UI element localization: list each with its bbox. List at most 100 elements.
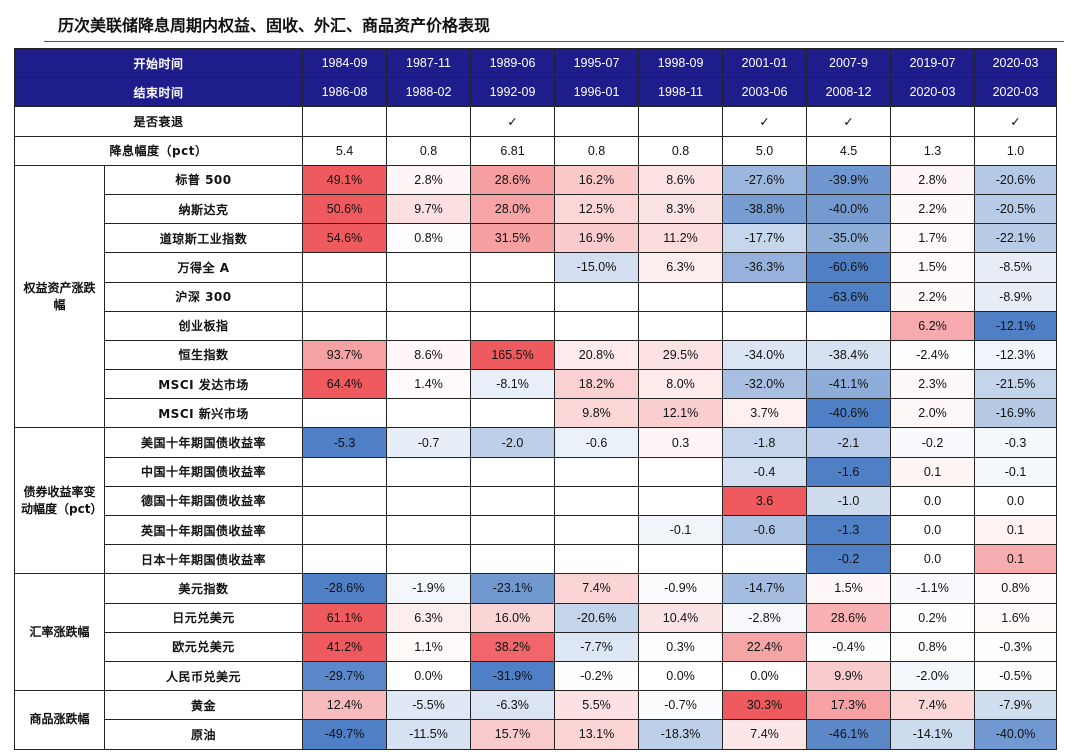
- value-cell: 9.9%: [806, 660, 892, 692]
- value-cell: -29.7%: [302, 660, 388, 692]
- value-cell: -0.9%: [638, 573, 724, 604]
- header-cell: 5.0: [722, 135, 808, 166]
- value-cell: -38.4%: [806, 339, 892, 371]
- asset-name: 日本十年期国债收益率: [103, 544, 304, 575]
- table-row: 中国十年期国债收益率 -0.4 -1.6 0.1 -0.1: [15, 456, 1058, 487]
- table-row: 英国十年期国债收益率 -0.1 -0.6 -1.3 0.0 0.1: [15, 514, 1058, 546]
- value-cell: -0.2: [806, 544, 892, 575]
- value-cell: 1.7%: [890, 223, 976, 254]
- header-cell: 1.3: [890, 135, 976, 166]
- header-cell: 4.5: [806, 135, 892, 166]
- value-cell: 5.5%: [554, 690, 640, 721]
- recession-check: [302, 106, 388, 137]
- value-cell: -18.3%: [638, 719, 724, 750]
- table-row: 创业板指 6.2% -12.1%: [15, 310, 1058, 341]
- value-cell: 0.3%: [638, 631, 724, 662]
- value-cell: -2.0: [470, 427, 556, 458]
- header-cell: 2003-06: [722, 77, 808, 108]
- value-cell: -36.3%: [722, 252, 808, 283]
- value-cell: -60.6%: [806, 252, 892, 283]
- asset-name: 恒生指数: [103, 339, 304, 371]
- value-cell: 0.8%: [386, 223, 472, 254]
- asset-name: 德国十年期国债收益率: [103, 485, 304, 517]
- value-cell: -11.5%: [386, 719, 472, 750]
- header-cell: 2008-12: [806, 77, 892, 108]
- value-cell: -2.0%: [890, 660, 976, 692]
- row-label: 结束时间: [13, 77, 304, 108]
- value-cell: [722, 281, 808, 312]
- value-cell: -40.0%: [806, 193, 892, 225]
- value-cell: 93.7%: [302, 339, 388, 371]
- value-cell: -0.1: [974, 456, 1058, 487]
- value-cell: 13.1%: [554, 719, 640, 750]
- value-cell: -1.0: [806, 485, 892, 517]
- value-cell: [470, 485, 556, 517]
- value-cell: -46.1%: [806, 719, 892, 750]
- rate-cut-row: 降息幅度（pct） 5.4 0.8 6.81 0.8 0.8 5.0 4.5 1.3 1.0: [13, 135, 1058, 166]
- value-cell: 16.9%: [554, 223, 640, 254]
- value-cell: -1.9%: [386, 573, 472, 604]
- asset-name: 道琼斯工业指数: [103, 223, 304, 254]
- row-label: 是否衰退: [13, 106, 304, 137]
- table-row: MSCI 新兴市场 9.8% 12.1% 3.7% -40.6% 2.0% -16.9%: [15, 398, 1058, 429]
- value-cell: [302, 281, 388, 312]
- value-cell: 2.2%: [890, 281, 976, 312]
- value-cell: [470, 514, 556, 546]
- value-cell: [386, 252, 472, 283]
- table-title: 历次美联储降息周期内权益、固收、外汇、商品资产价格表现: [44, 10, 1064, 42]
- group-label: 汇率涨跌幅: [14, 573, 105, 692]
- value-cell: -21.5%: [974, 369, 1058, 400]
- value-cell: [470, 310, 556, 341]
- header-cell: 2019-07: [890, 47, 976, 79]
- value-cell: [386, 544, 472, 575]
- value-cell: 28.6%: [806, 602, 892, 633]
- value-cell: [806, 310, 892, 341]
- value-cell: 3.6: [722, 485, 808, 517]
- value-cell: -0.4%: [806, 631, 892, 662]
- value-cell: -49.7%: [302, 719, 388, 750]
- table-row: 恒生指数 93.7% 8.6% 165.5% 20.8% 29.5% -34.0% -38.4…: [15, 339, 1058, 371]
- table-row: 万得全 A -15.0% 6.3% -36.3% -60.6% 1.5% -8.5%: [15, 252, 1058, 283]
- table-row: 商品涨跌幅 黄金 12.4% -5.5% -6.3% 5.5% -0.7% 30.3% 17.3…: [14, 690, 1058, 750]
- header-cell: 0.8: [386, 135, 472, 166]
- header-cell: 2020-03: [890, 77, 976, 108]
- table-row: 纳斯达克 50.6% 9.7% 28.0% 12.5% 8.3% -38.8% -40.0% 2…: [15, 193, 1058, 225]
- value-cell: 11.2%: [638, 223, 724, 254]
- value-cell: 2.8%: [386, 164, 472, 195]
- header-cell: 1998-11: [638, 77, 724, 108]
- value-cell: -34.0%: [722, 339, 808, 371]
- table-row: 日元兑美元 61.1% 6.3% 16.0% -20.6% 10.4% -2.8% 28.6%…: [15, 602, 1058, 633]
- value-cell: [638, 310, 724, 341]
- value-cell: -8.5%: [974, 252, 1058, 283]
- asset-name: 创业板指: [103, 310, 304, 341]
- value-cell: -14.7%: [722, 573, 808, 604]
- table-row: 欧元兑美元 41.2% 1.1% 38.2% -7.7% 0.3% 22.4% -0.4% 0.…: [15, 631, 1058, 662]
- value-cell: [386, 398, 472, 429]
- value-cell: 10.4%: [638, 602, 724, 633]
- value-cell: [638, 281, 724, 312]
- value-cell: 7.4%: [890, 690, 976, 721]
- value-cell: 0.0%: [638, 660, 724, 692]
- value-cell: 0.0: [890, 485, 976, 517]
- value-cell: 16.2%: [554, 164, 640, 195]
- value-cell: -32.0%: [722, 369, 808, 400]
- value-cell: -38.8%: [722, 193, 808, 225]
- group-label: 权益资产涨跌幅: [14, 164, 105, 429]
- value-cell: [470, 281, 556, 312]
- value-cell: -8.9%: [974, 281, 1058, 312]
- value-cell: 31.5%: [470, 223, 556, 254]
- value-cell: -7.9%: [974, 690, 1058, 721]
- value-cell: 2.8%: [890, 164, 976, 195]
- value-cell: [386, 485, 472, 517]
- value-cell: [386, 456, 472, 487]
- value-cell: 1.5%: [806, 573, 892, 604]
- value-cell: 9.8%: [554, 398, 640, 429]
- value-cell: -1.1%: [890, 573, 976, 604]
- value-cell: -20.6%: [554, 602, 640, 633]
- header-cell: 5.4: [302, 135, 388, 166]
- value-cell: 20.8%: [554, 339, 640, 371]
- value-cell: -1.8: [722, 427, 808, 458]
- asset-name: 沪深 300: [103, 281, 304, 312]
- value-cell: [470, 544, 556, 575]
- value-cell: 1.6%: [974, 602, 1058, 633]
